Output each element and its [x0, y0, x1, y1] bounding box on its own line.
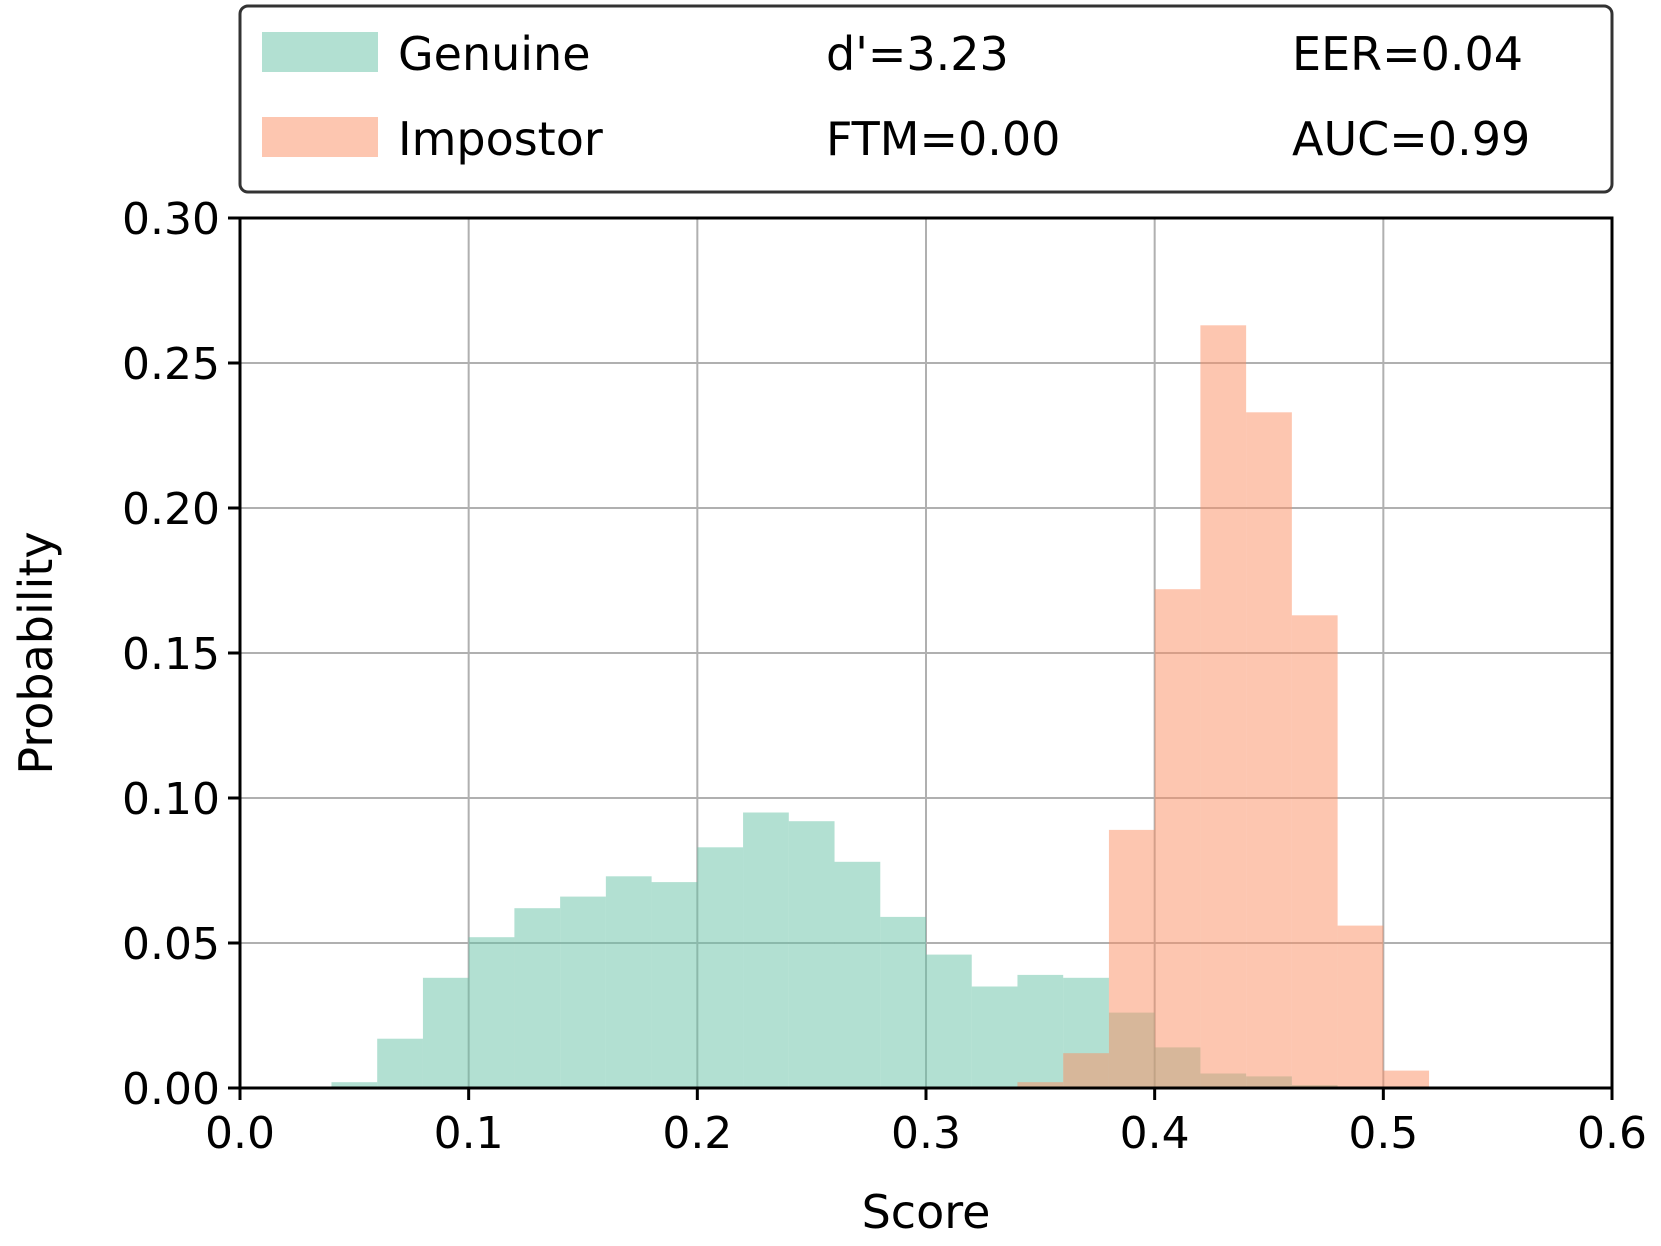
- histogram-bar-genuine: [514, 908, 561, 1088]
- y-tick-label: 0.00: [122, 1064, 220, 1115]
- y-tick-label: 0.20: [122, 484, 220, 535]
- legend-label-impostor: Impostor: [398, 112, 603, 166]
- x-tick-label: 0.3: [891, 1108, 961, 1159]
- axis-ticks: 0.0 0.1 0.2 0.3 0.4 0.5 0.6 0.00 0.05 0.10 0.15 0.2…: [122, 194, 1647, 1159]
- histogram-bar-impostor: [1383, 1070, 1430, 1088]
- histogram-bar-genuine: [1017, 974, 1064, 1088]
- histogram-bar-impostor: [1017, 1082, 1064, 1088]
- histogram-bar-impostor: [1291, 615, 1338, 1088]
- histogram-bar-genuine: [651, 882, 698, 1088]
- x-tick-label: 0.4: [1120, 1108, 1190, 1159]
- x-tick-label: 0.5: [1348, 1108, 1418, 1159]
- legend-stat-eer: EER=0.04: [1292, 27, 1523, 81]
- histogram-bar-genuine: [422, 977, 469, 1088]
- legend-stat-auc: AUC=0.99: [1292, 112, 1530, 166]
- y-tick-label: 0.25: [122, 339, 220, 390]
- histogram-bar-genuine: [971, 986, 1018, 1088]
- histogram-bar-impostor: [1154, 589, 1201, 1088]
- x-axis-label: Score: [862, 1185, 991, 1239]
- y-tick-label: 0.10: [122, 774, 220, 825]
- legend: Genuine Impostor d'=3.23 EER=0.04 FTM=0.…: [238, 4, 1614, 194]
- histogram-bar-impostor: [1246, 412, 1292, 1088]
- x-tick-label: 0.2: [662, 1108, 732, 1159]
- histogram-bar-genuine: [605, 876, 652, 1088]
- legend-swatch-genuine: [262, 32, 378, 72]
- legend-swatch-impostor: [262, 117, 378, 157]
- legend-stat-dprime: d'=3.23: [826, 27, 1009, 81]
- histogram-bar-genuine: [377, 1038, 423, 1088]
- histogram-bar-genuine: [926, 954, 972, 1088]
- histogram-bar-impostor: [1108, 829, 1155, 1088]
- y-axis-label: Probability: [9, 531, 63, 774]
- histogram-bar-impostor: [1337, 925, 1384, 1088]
- x-tick-label: 0.6: [1577, 1108, 1647, 1159]
- histogram-bar-impostor: [1063, 1053, 1109, 1088]
- y-tick-label: 0.30: [122, 194, 220, 245]
- histogram-bars: [331, 325, 1430, 1088]
- histogram-bar-genuine: [331, 1082, 378, 1088]
- histogram-bar-impostor: [1200, 325, 1247, 1088]
- histogram-bar-genuine: [743, 812, 789, 1088]
- histogram-bar-genuine: [788, 821, 835, 1088]
- x-tick-label: 0.1: [434, 1108, 504, 1159]
- x-tick-label: 0.0: [205, 1108, 275, 1159]
- histogram-bar-genuine: [560, 896, 606, 1088]
- histogram-bar-genuine: [697, 847, 744, 1088]
- histogram-bar-genuine: [880, 916, 926, 1088]
- legend-label-genuine: Genuine: [398, 27, 591, 81]
- histogram-bar-genuine: [834, 861, 881, 1088]
- histogram-bar-genuine: [468, 937, 515, 1088]
- legend-stat-ftm: FTM=0.00: [826, 112, 1060, 166]
- legend-box: [238, 4, 1614, 194]
- y-tick-label: 0.05: [122, 919, 220, 970]
- y-tick-label: 0.15: [122, 629, 220, 680]
